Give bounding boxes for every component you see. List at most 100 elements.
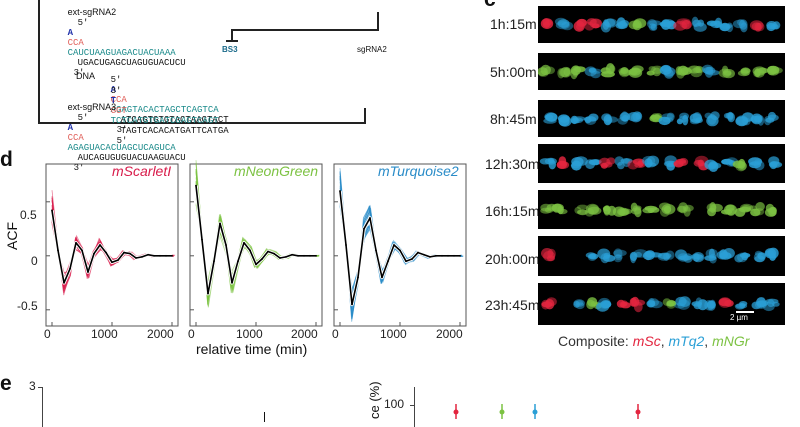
cell-blob [675,66,683,76]
cell-blob [695,117,703,124]
acf-point [393,244,395,246]
timelapse-strip-7: 2 µm [538,283,785,325]
strip-image [538,63,783,80]
acf-point [411,258,413,260]
acf-point [75,241,77,244]
acf-point [315,254,317,257]
acf-point [261,258,263,260]
cell-blob [613,254,623,263]
acf-trace [195,183,314,301]
timelapse-strip-1 [538,6,785,43]
cell-blob [724,299,734,307]
cell-blob [675,296,687,307]
cell-blob [541,299,550,310]
cell-blob [737,252,748,263]
three-prime: 3' [73,163,85,173]
acf-point [255,263,257,266]
bs3-tick [226,40,238,42]
cell-blob [750,208,761,217]
tail: ATCAGTGTGTACTAAGTACT [120,115,229,125]
acf-trace [195,180,315,296]
acf-point [117,259,119,262]
point-msc-2 [635,409,641,415]
x-tick: 1000 [91,327,118,341]
base-t: T [110,96,117,106]
acf-point [303,254,305,257]
y-tick: 0 [31,254,38,268]
cell-blob [646,155,660,167]
cell-blob [585,203,600,215]
cell-blob [710,20,723,29]
time-label: 12h:30m [485,156,540,172]
cca: CCA [110,95,127,105]
cell-blob [718,68,732,78]
cell-blob [589,18,602,29]
cell-blob [540,64,551,76]
cell-blob [719,249,728,259]
cell-blob [769,161,780,168]
cell-blob [679,112,690,120]
cell-blob [613,249,627,257]
cell-blob [544,66,555,75]
cell-blob [666,301,675,307]
cell-blob [662,19,675,27]
x-tick: 0 [332,327,339,341]
time-label: 8h:45m [490,111,537,127]
timelapse-strip-2 [538,53,785,90]
cell-blob [749,161,761,169]
acf-trace [195,189,319,294]
three-prime: 3' [110,86,122,96]
acf-point [435,254,437,257]
cell-blob [629,69,638,75]
plot-frame [45,163,179,327]
x-tick: 1000 [380,327,407,341]
acf-point [195,184,197,187]
cell-blob [677,253,689,262]
cell-blob [706,300,716,309]
panel-e-letter: e [0,372,12,395]
acf-point [87,271,89,273]
tail: AUCAGUGUGUACUAAGUACU [77,153,186,163]
acf-point [309,254,311,257]
ggt: GGT [110,106,127,116]
cell-blob [687,65,701,74]
cell-blob [704,66,714,78]
cell-blob [628,20,640,30]
acf-trace [339,178,464,309]
cell-blob [552,203,563,213]
cell-blob [772,21,781,30]
bracket-right-up [364,108,366,124]
cell-blob [707,162,722,169]
cell-blob [603,161,613,168]
cell-blob [618,208,629,216]
cell-blob [693,22,707,32]
acf-point [105,251,107,254]
cell-blob [629,297,637,307]
cell-blob [548,159,556,170]
cell-blob [577,209,589,216]
acf-point [363,227,365,230]
bs3-label: BS3 [222,45,238,54]
base-a: A [67,28,74,38]
acf-trace [195,171,314,305]
acf-point [243,241,245,244]
y-tick: -0.5 [17,299,38,313]
acf-trace [195,197,319,293]
acf-trace [195,192,315,294]
chart-title: mNeonGreen [234,163,319,179]
cell-blob [695,297,703,307]
acf-point [405,260,407,263]
acf-point [63,281,65,284]
x-tick: 1000 [236,327,263,341]
legend-sep: , [704,333,713,349]
acf-point [345,244,347,246]
legend-mtq2: mTq2 [668,333,705,349]
acf-trace [195,181,319,300]
acf-mean-halo [50,210,172,285]
strip-image [541,296,780,313]
acf-point [51,209,53,212]
cell-blob [573,299,585,307]
spacer: AGAGUACACUAGCUCAGUCA [67,143,176,153]
cell-blob [637,160,644,167]
strip-image [539,155,783,172]
